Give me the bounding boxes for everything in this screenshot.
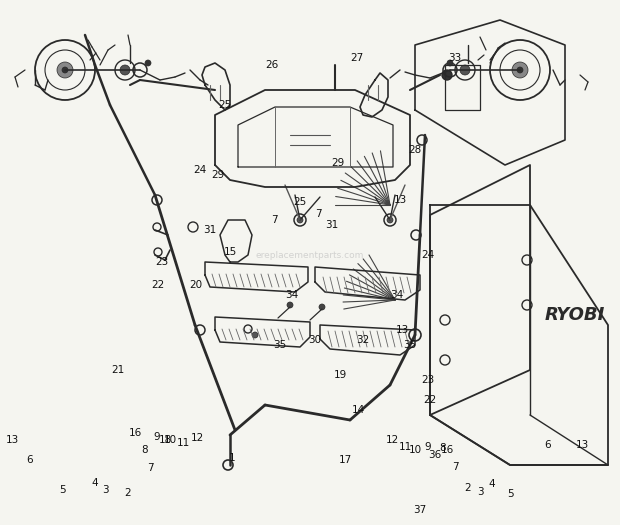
- Text: 11: 11: [399, 442, 412, 452]
- Text: 7: 7: [271, 215, 277, 225]
- Text: 6: 6: [545, 440, 551, 450]
- Circle shape: [297, 217, 303, 223]
- Text: 11: 11: [176, 438, 190, 448]
- Text: 3: 3: [477, 487, 484, 497]
- Circle shape: [447, 60, 453, 66]
- Text: 32: 32: [356, 335, 370, 345]
- Text: 4: 4: [92, 478, 99, 488]
- Text: 35: 35: [404, 340, 417, 350]
- Text: 4: 4: [489, 479, 495, 489]
- Text: 15: 15: [223, 247, 237, 257]
- Text: 30: 30: [308, 335, 322, 345]
- Text: 12: 12: [386, 435, 399, 445]
- Circle shape: [145, 60, 151, 66]
- Text: 23: 23: [422, 375, 435, 385]
- Circle shape: [57, 62, 73, 78]
- Text: 10: 10: [164, 435, 177, 445]
- Text: 14: 14: [352, 405, 365, 415]
- Circle shape: [517, 67, 523, 73]
- Text: 1: 1: [229, 453, 236, 463]
- Circle shape: [287, 302, 293, 308]
- Text: 18: 18: [158, 435, 172, 445]
- Text: 19: 19: [334, 370, 347, 380]
- Text: 25: 25: [218, 100, 232, 110]
- Text: 24: 24: [193, 165, 206, 175]
- Text: 35: 35: [273, 340, 286, 350]
- Circle shape: [319, 304, 325, 310]
- Text: 22: 22: [151, 280, 165, 290]
- Text: 9: 9: [425, 442, 432, 452]
- Text: 31: 31: [326, 220, 339, 230]
- Text: 16: 16: [440, 445, 454, 455]
- Circle shape: [120, 65, 130, 75]
- Text: 21: 21: [112, 365, 125, 375]
- Text: 3: 3: [102, 485, 108, 495]
- Text: 16: 16: [128, 428, 141, 438]
- Text: 7: 7: [147, 463, 153, 473]
- Text: 12: 12: [190, 433, 203, 443]
- Text: 34: 34: [285, 290, 299, 300]
- Text: 2: 2: [125, 488, 131, 498]
- Text: 13: 13: [6, 435, 19, 445]
- Text: 20: 20: [190, 280, 203, 290]
- Circle shape: [512, 62, 528, 78]
- Text: 27: 27: [350, 53, 363, 63]
- Text: 6: 6: [27, 455, 33, 465]
- Text: ereplacementparts.com: ereplacementparts.com: [256, 250, 364, 259]
- Circle shape: [387, 217, 393, 223]
- Circle shape: [62, 67, 68, 73]
- Text: 29: 29: [211, 170, 224, 180]
- Text: 36: 36: [428, 450, 441, 460]
- Text: 2: 2: [464, 483, 471, 493]
- Circle shape: [442, 70, 452, 80]
- Text: 7: 7: [315, 209, 321, 219]
- Text: 22: 22: [423, 395, 436, 405]
- Text: 5: 5: [507, 489, 513, 499]
- Text: 17: 17: [339, 455, 352, 465]
- Circle shape: [460, 65, 470, 75]
- Text: 34: 34: [391, 290, 404, 300]
- Text: 31: 31: [203, 225, 216, 235]
- Text: 37: 37: [414, 505, 427, 515]
- Circle shape: [252, 332, 258, 338]
- Text: 13: 13: [396, 325, 409, 335]
- Text: 8: 8: [440, 443, 446, 453]
- Text: 23: 23: [156, 257, 169, 267]
- Text: 8: 8: [142, 445, 148, 455]
- Text: 28: 28: [409, 145, 422, 155]
- Text: 26: 26: [265, 60, 278, 70]
- Text: 9: 9: [154, 432, 161, 442]
- Text: 5: 5: [59, 485, 65, 495]
- Text: 25: 25: [293, 197, 307, 207]
- Text: 13: 13: [393, 195, 407, 205]
- Text: 33: 33: [448, 53, 462, 63]
- Text: 29: 29: [331, 158, 345, 168]
- Text: RYOBI: RYOBI: [545, 306, 605, 324]
- Text: 7: 7: [452, 462, 458, 472]
- Text: 24: 24: [422, 250, 435, 260]
- Text: 13: 13: [575, 440, 588, 450]
- Text: 10: 10: [409, 445, 422, 455]
